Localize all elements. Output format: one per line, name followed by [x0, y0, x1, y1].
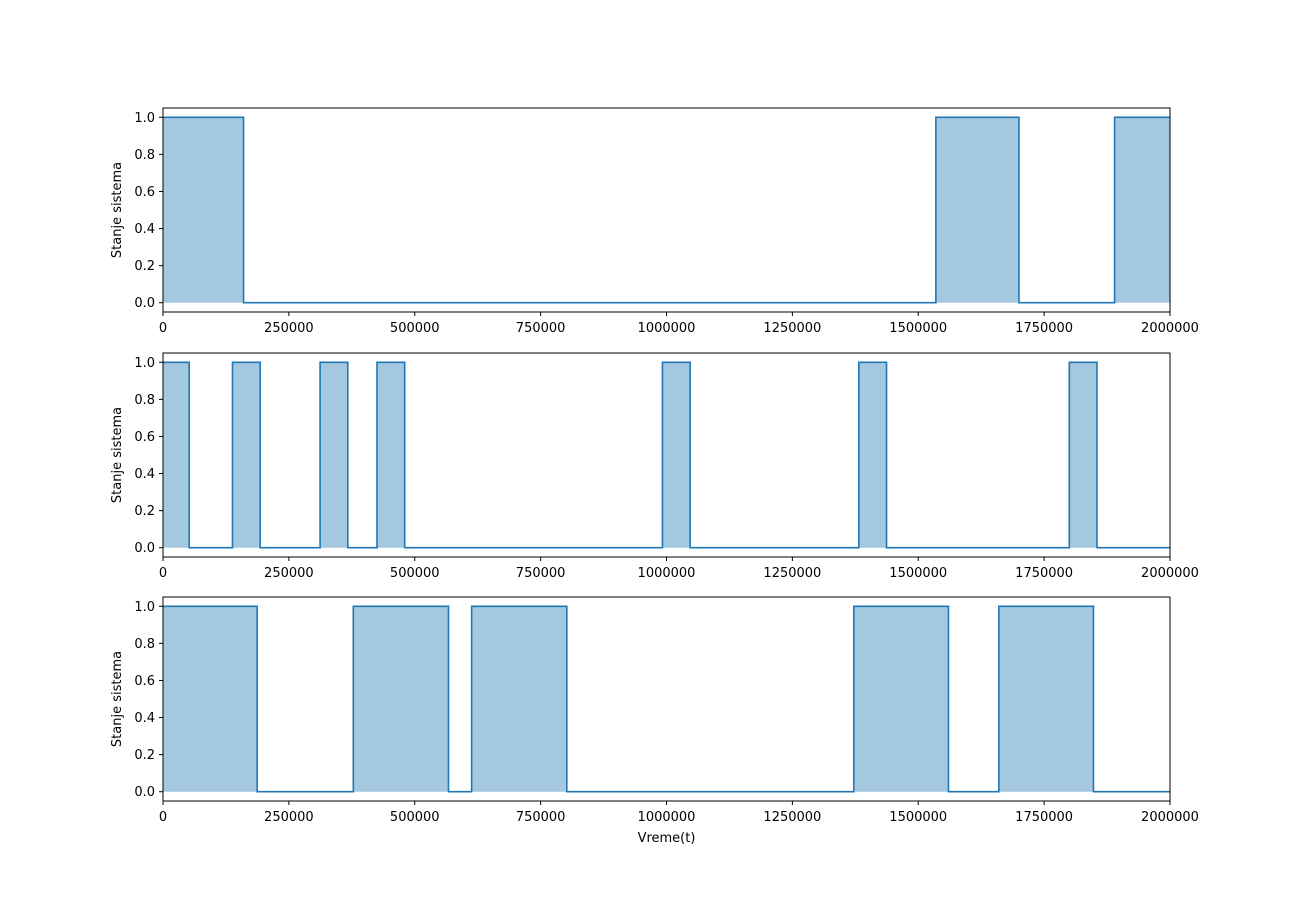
y-tick-label: 0.8: [134, 393, 155, 408]
x-tick-label: 750000: [516, 566, 566, 581]
subplot-2: 0 250000 500000 750000 1000000 1250000 1500000…: [110, 352, 1199, 581]
x-tick-label: 250000: [264, 321, 314, 336]
y-axis-label: Stanje sistema: [110, 162, 125, 258]
y-tick-label: 1.0: [134, 111, 155, 126]
x-tick-label: 250000: [264, 810, 314, 825]
y-tick-label: 0.2: [134, 748, 155, 763]
y-axis-label: Stanje sistema: [110, 407, 125, 503]
y-tick-label: 0.6: [134, 674, 155, 689]
y-tick-label: 0.4: [134, 711, 155, 726]
x-tick-label: 0: [159, 321, 167, 336]
y-axis-label: Stanje sistema: [110, 651, 125, 747]
y-tick-label: 0.6: [134, 430, 155, 445]
x-tick-label: 750000: [516, 321, 566, 336]
x-tick-label: 1000000: [638, 566, 696, 581]
x-axis-label: Vreme(t): [638, 831, 696, 846]
x-tick-label: 2000000: [1141, 321, 1199, 336]
x-tick-label: 750000: [516, 810, 566, 825]
y-tick-label: 0.8: [134, 148, 155, 163]
x-tick-label: 0: [159, 566, 167, 581]
y-tick-label: 0.2: [134, 259, 155, 274]
series-fill-1: [163, 606, 1170, 792]
series-line-1: [163, 361, 1170, 549]
x-tick-label: 500000: [390, 810, 440, 825]
x-tick-label: 1250000: [763, 321, 821, 336]
x-tick-label: 250000: [264, 566, 314, 581]
x-tick-label: 2000000: [1141, 566, 1199, 581]
x-tick-label: 1750000: [1015, 321, 1073, 336]
x-tick-label: 1500000: [889, 810, 947, 825]
y-tick-label: 0.0: [134, 541, 155, 556]
series-fill-1: [163, 362, 1170, 548]
x-tick-label: 1250000: [763, 566, 821, 581]
subplot-3: 0 250000 500000 750000 1000000 1250000 1500000…: [110, 596, 1199, 846]
x-tick-label: 1000000: [638, 321, 696, 336]
x-tick-label: 1750000: [1015, 566, 1073, 581]
y-tick-label: 0.4: [134, 222, 155, 237]
series-line-1: [163, 605, 1170, 793]
x-tick-label: 1000000: [638, 810, 696, 825]
x-tick-label: 2000000: [1141, 810, 1199, 825]
y-tick-label: 0.6: [134, 185, 155, 200]
series-fill-1: [163, 117, 1170, 303]
y-tick-label: 0.2: [134, 504, 155, 519]
y-tick-label: 1.0: [134, 356, 155, 371]
subplot-1: 0 250000 500000 750000 1000000 1250000 1500000…: [110, 107, 1199, 336]
y-tick-label: 1.0: [134, 600, 155, 615]
x-tick-label: 500000: [390, 321, 440, 336]
x-tick-label: 0: [159, 810, 167, 825]
x-tick-label: 500000: [390, 566, 440, 581]
x-tick-label: 1500000: [889, 566, 947, 581]
y-tick-label: 0.0: [134, 296, 155, 311]
x-tick-label: 1750000: [1015, 810, 1073, 825]
x-tick-label: 1250000: [763, 810, 821, 825]
y-tick-label: 0.8: [134, 637, 155, 652]
x-tick-label: 1500000: [889, 321, 947, 336]
y-tick-label: 0.4: [134, 467, 155, 482]
y-tick-label: 0.0: [134, 785, 155, 800]
series-line-1: [163, 116, 1170, 304]
